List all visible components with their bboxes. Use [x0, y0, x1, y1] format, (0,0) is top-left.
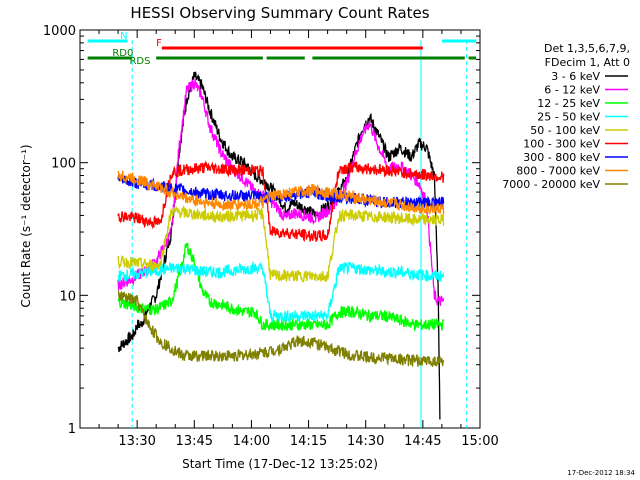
- flag-bar-label: RD0: [112, 48, 133, 59]
- y-tick-label: 10: [59, 289, 76, 304]
- series-line: [117, 242, 445, 332]
- x-tick-label: 14:30: [347, 434, 384, 449]
- y-axis-label: Count Rate (s⁻¹ detector⁻¹): [19, 144, 33, 307]
- legend-entry-label: 7000 - 20000 keV: [502, 178, 600, 191]
- y-tick-label: 1000: [43, 24, 76, 39]
- x-axis-label: Start Time (17-Dec-12 13:25:02): [182, 457, 378, 471]
- y-tick-label: 100: [51, 157, 76, 172]
- plot-frame: [79, 29, 481, 429]
- legend-entry-label: 50 - 100 keV: [530, 124, 600, 137]
- legend-entry-label: 25 - 50 keV: [537, 111, 600, 124]
- x-tick-label: 14:15: [290, 434, 327, 449]
- plot-area: 1 10 100 1000 13:30 13:45 14:00 14:15 14:30 14:45…: [43, 24, 499, 449]
- legend-entry-label: 800 - 7000 keV: [516, 165, 600, 178]
- chart-title: HESSI Observing Summary Count Rates: [130, 4, 429, 22]
- legend: Det 1,3,5,6,7,9,FDecim 1, Att 03 - 6 keV…: [502, 42, 630, 191]
- flag-bar-label: N: [120, 31, 127, 42]
- series-line: [117, 170, 445, 215]
- series-line: [117, 204, 445, 283]
- legend-entry-label: 100 - 300 keV: [523, 138, 600, 151]
- series-line: [117, 260, 445, 324]
- legend-entry-label: 6 - 12 keV: [544, 84, 600, 97]
- x-tick-label: 14:45: [404, 434, 441, 449]
- flag-bar-label: RDS: [129, 56, 150, 67]
- footer-timestamp: 17-Dec-2012 18:34: [567, 469, 635, 477]
- legend-entry-label: 12 - 25 keV: [537, 97, 600, 110]
- y-tick-label: 1: [68, 422, 76, 437]
- series-line: [117, 160, 445, 243]
- x-tick-label: 15:00: [461, 434, 498, 449]
- legend-header: Det 1,3,5,6,7,9,: [544, 42, 630, 55]
- x-tick-label: 13:45: [176, 434, 213, 449]
- series-line: [117, 290, 445, 368]
- x-tick-label: 14:00: [233, 434, 270, 449]
- legend-header: FDecim 1, Att 0: [545, 56, 630, 69]
- legend-entry-label: 3 - 6 keV: [551, 70, 600, 83]
- x-tick-label: 13:30: [118, 434, 155, 449]
- flag-bar-label: F: [156, 38, 162, 49]
- legend-entry-label: 300 - 800 keV: [523, 151, 600, 164]
